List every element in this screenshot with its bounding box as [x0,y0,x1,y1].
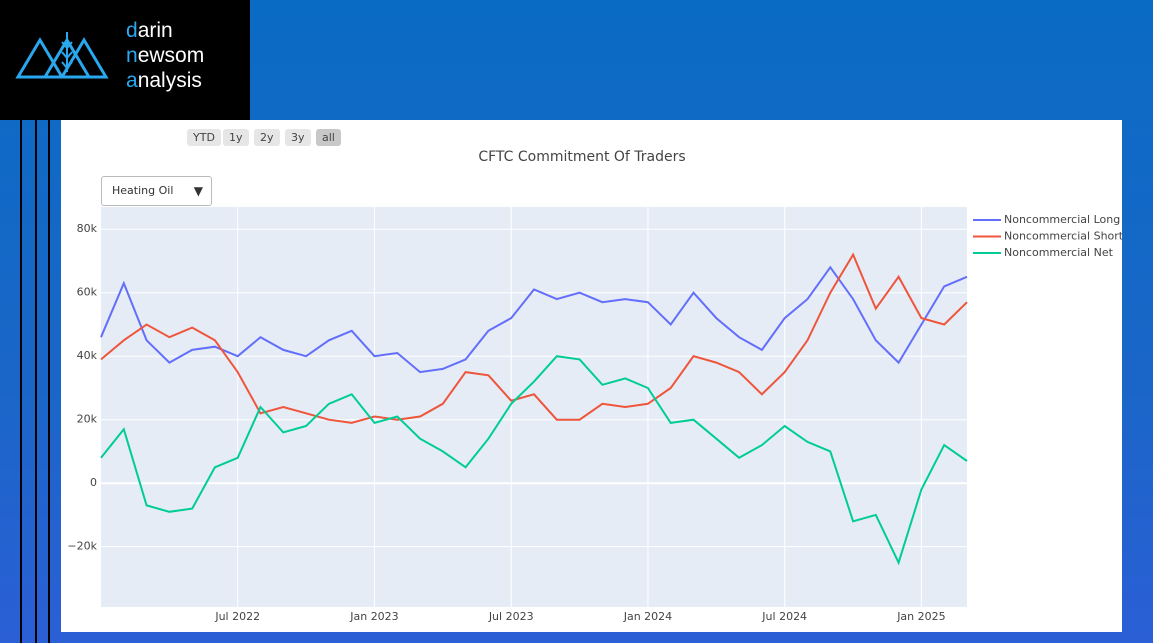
logo-word: newsom [126,44,205,67]
legend-label: Noncommercial Net [1004,246,1114,259]
x-tick-label: Jan 2024 [623,610,672,623]
dropdown-label: Heating Oil [112,184,174,197]
logo-word: darin [126,19,173,42]
range-button[interactable]: 3y [285,129,311,146]
y-tick-label: −20k [67,540,97,553]
y-tick-label: 60k [77,286,98,299]
plot-area [101,207,967,607]
x-tick-label: Jul 2024 [761,610,807,623]
logo: darin newsom analysis [0,0,250,120]
chart: CFTC Commitment Of Traders −20k 0 20k 40k 60… [67,149,1122,623]
x-tick-label: Jan 2025 [896,610,945,623]
series-line [100,355,968,566]
series-line [100,265,968,374]
chart-panel: YTD 1y 2y 3y all Heating Oil ▼ CFTC Comm… [61,120,1122,632]
side-line [20,120,22,643]
x-tick-label: Jan 2023 [349,610,398,623]
y-tick-label: 80k [77,222,98,235]
y-tick-label: 0 [90,476,97,489]
dropdown[interactable]: Heating Oil ▼ [101,176,212,206]
range-button[interactable]: 2y [254,129,280,146]
range-button[interactable]: YTD [187,129,221,146]
side-line [48,120,50,643]
legend-label: Noncommercial Long [1004,213,1120,226]
logo-words: darin newsom analysis [126,18,204,93]
range-button[interactable]: 1y [223,129,249,146]
logo-word: analysis [126,69,202,92]
side-line [35,120,37,643]
range-button[interactable]: all [316,129,341,146]
series-line [100,252,968,424]
dropdown-arrow: ▼ [193,184,203,198]
x-tick-label: Jul 2022 [214,610,260,623]
y-tick-label: 40k [77,349,98,362]
x-tick-label: Jul 2023 [488,610,534,623]
chart-title: CFTC Commitment Of Traders [478,149,685,165]
logo-icon [15,32,109,79]
y-tick-label: 20k [77,413,98,426]
legend-label: Noncommercial Short [1004,230,1122,243]
